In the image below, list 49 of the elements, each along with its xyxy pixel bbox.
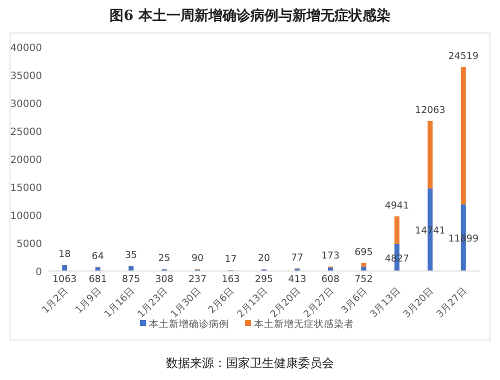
x-tick-label: 3月13日	[368, 285, 404, 320]
data-label: 163	[222, 274, 240, 285]
data-label: 173	[321, 250, 340, 262]
data-label: 77	[291, 252, 304, 264]
data-label: 90	[191, 253, 204, 264]
x-tick-label: 1月16日	[102, 285, 138, 320]
x-tick-label: 2月20日	[268, 285, 304, 320]
x-tick-label: 3月27日	[434, 285, 470, 320]
x-tick-label: 1月23日	[136, 285, 170, 320]
data-label: 18	[58, 248, 71, 260]
y-tick-label: 10000	[10, 211, 42, 222]
x-tick-label: 3月20日	[402, 285, 436, 320]
data-label: 4941	[384, 200, 410, 212]
data-label: 695	[354, 246, 373, 258]
x-tick-label: 2月27日	[302, 285, 337, 320]
title: 图6 本土一周新增确诊病例与新增无症状感染	[110, 8, 390, 24]
source-note: 数据来源：国家卫生健康委员会	[166, 356, 334, 370]
data-label: 875	[122, 274, 140, 285]
data-label: 295	[254, 274, 274, 285]
data-label: 308	[155, 274, 174, 285]
data-label: 25	[158, 253, 170, 264]
y-tick-label: 20000	[10, 155, 42, 166]
data-label: 17	[224, 254, 237, 265]
x-tick-label: 3月6日	[339, 285, 370, 316]
x-tick-label: 1月9日	[73, 285, 104, 316]
data-label: 64	[92, 250, 104, 262]
data-label: 681	[88, 274, 107, 285]
y-tick-label: 35000	[10, 71, 42, 82]
data-label: 237	[188, 274, 207, 285]
legend-label: 本土新增无症状感染者	[254, 318, 354, 330]
y-tick-label: 0	[36, 267, 42, 278]
data-label: 608	[321, 274, 340, 285]
x-tick-label: 2月6日	[206, 285, 237, 316]
data-label: 1063	[52, 274, 77, 285]
y-tick-label: 5000	[16, 239, 42, 250]
y-tick-label: 15000	[10, 183, 42, 194]
legend-label: 本土新增确诊病例	[149, 318, 229, 330]
data-label: 12063	[415, 104, 446, 116]
y-tick-label: 40000	[10, 43, 42, 54]
x-tick-label: 1月30日	[168, 285, 204, 320]
y-tick-label: 25000	[10, 127, 42, 138]
data-label: 35	[125, 250, 138, 261]
x-tick-label: 1月2日	[40, 285, 71, 316]
x-tick-label: 2月13日	[235, 285, 270, 320]
data-label: 24519	[448, 51, 478, 62]
data-label: 20	[258, 253, 270, 264]
data-label: 413	[288, 274, 306, 285]
y-tick-label: 30000	[10, 99, 42, 110]
data-label: 752	[354, 274, 373, 285]
